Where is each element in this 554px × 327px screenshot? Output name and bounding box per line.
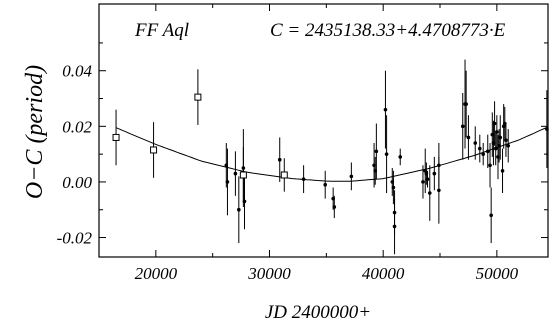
point-dot (424, 171, 429, 176)
point-dot (545, 127, 549, 131)
point-dot (237, 207, 241, 212)
point-dot (489, 213, 493, 218)
point-dot (331, 196, 335, 201)
point-dot (495, 130, 499, 134)
point-dot (464, 102, 468, 106)
point-dot (437, 188, 441, 193)
point-dot (225, 180, 230, 184)
point-dot (323, 182, 328, 187)
point-dot (421, 180, 425, 184)
fit-curve (115, 126, 549, 182)
point-dot (493, 146, 498, 151)
ephemeris-label: C = 2435138.33+4.4708773·E (270, 20, 506, 41)
point-dot (374, 149, 379, 154)
point-dot (301, 177, 306, 181)
point-dot (473, 141, 478, 145)
point-dot (466, 135, 471, 140)
point-dot (437, 163, 441, 168)
x-tick-label: 50000 (476, 264, 519, 283)
point-dot (390, 180, 395, 184)
point-dot (485, 149, 490, 154)
data-points (112, 93, 549, 229)
point-square (239, 171, 247, 179)
point-dot (384, 152, 389, 156)
point-dot (233, 171, 238, 176)
y-tick-label: 0.04 (62, 62, 92, 81)
point-square (150, 146, 158, 154)
x-tick-label: 30000 (247, 264, 291, 283)
point-dot (372, 163, 376, 168)
point-dot (398, 155, 403, 159)
point-square (280, 171, 288, 179)
y-axis-label: O−C (period) (22, 65, 48, 199)
point-dot (432, 171, 437, 176)
point-dot (491, 141, 496, 145)
point-dot (460, 124, 465, 129)
x-axis-label: JD 2400000+ (265, 302, 371, 323)
point-dot (490, 132, 495, 137)
point-dot (242, 199, 247, 204)
point-dot (392, 210, 397, 215)
point-dot (477, 146, 482, 151)
point-dot (241, 166, 246, 170)
plot-frame (98, 3, 549, 258)
point-dot (506, 143, 511, 148)
point-dot (501, 124, 506, 129)
star-label: FF Aql (134, 20, 189, 41)
point-dot (423, 169, 428, 173)
point-dot (492, 121, 497, 126)
point-dot (497, 143, 501, 148)
point-dot (500, 169, 505, 173)
point-dot (488, 163, 492, 168)
y-tick-label: 0.00 (62, 173, 92, 192)
error-bars (115, 59, 548, 255)
y-tick-label: 0.02 (62, 117, 92, 136)
point-square (112, 133, 120, 141)
point-dot (425, 177, 430, 181)
point-dot (427, 191, 432, 195)
point-dot (498, 135, 503, 140)
point-dot (383, 107, 388, 112)
point-dot (349, 174, 354, 179)
point-dot (391, 185, 396, 190)
y-tick-label: -0.02 (57, 229, 93, 248)
point-dot (224, 163, 229, 168)
ticks: 20000 30000 40000 50000 -0.02 0.00 0.02 0.04 (57, 4, 548, 283)
x-tick-label: 40000 (362, 264, 405, 283)
point-dot (496, 155, 500, 159)
point-dot (504, 138, 508, 143)
point-square (194, 93, 202, 101)
point-dot (481, 152, 486, 156)
point-dot (503, 121, 507, 126)
point-dot (277, 157, 282, 162)
point-dot (392, 224, 397, 229)
x-tick-label: 20000 (135, 264, 178, 283)
point-dot (332, 205, 337, 209)
point-dot (373, 169, 378, 173)
